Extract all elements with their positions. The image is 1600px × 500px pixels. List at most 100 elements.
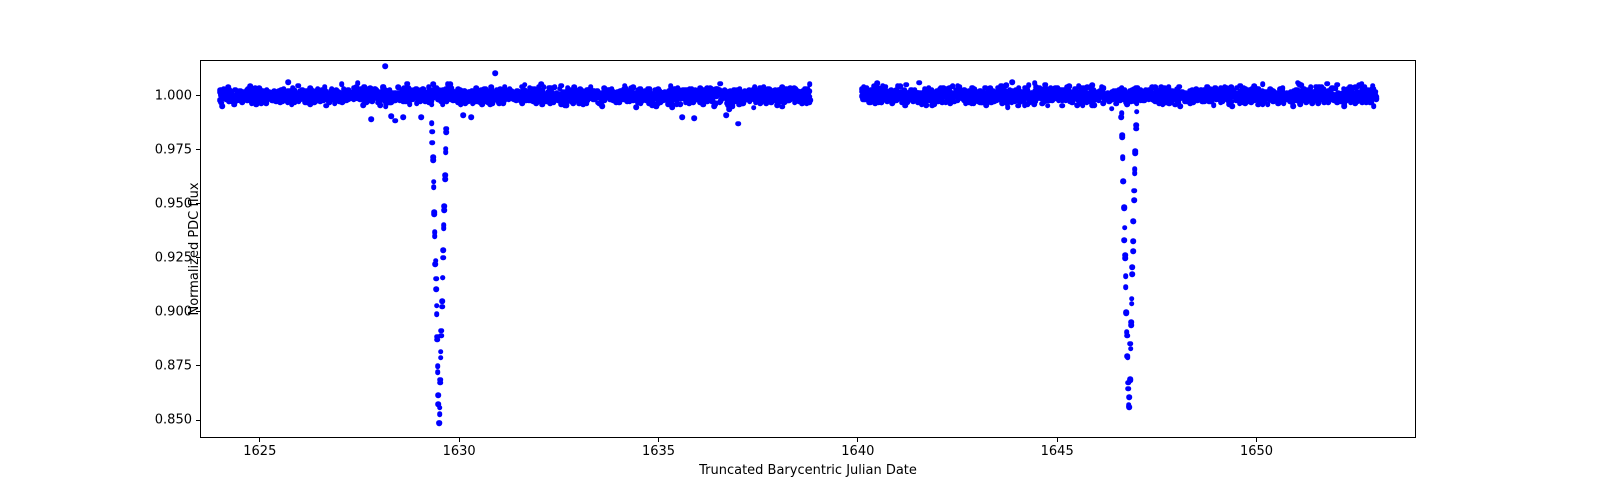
xtick-mark xyxy=(857,438,858,442)
data-point xyxy=(1211,102,1217,108)
data-point xyxy=(437,411,443,417)
data-point xyxy=(1122,225,1128,231)
data-point xyxy=(1010,80,1016,86)
data-point xyxy=(429,102,435,108)
xtick-mark xyxy=(1256,438,1257,442)
data-point xyxy=(1124,333,1130,339)
data-point xyxy=(440,255,446,261)
data-point xyxy=(438,349,444,355)
data-point xyxy=(1290,104,1296,110)
data-point xyxy=(442,203,448,209)
data-point xyxy=(430,129,436,135)
data-point xyxy=(428,89,434,95)
data-point xyxy=(434,312,440,318)
data-point xyxy=(1119,133,1125,139)
data-point xyxy=(393,118,399,124)
data-point xyxy=(1118,88,1124,94)
xtick-mark xyxy=(259,438,260,442)
data-point xyxy=(751,105,757,111)
data-point xyxy=(1129,271,1135,277)
data-point xyxy=(1121,206,1127,212)
data-point xyxy=(1373,96,1379,102)
ytick-label: 1.000 xyxy=(155,88,192,103)
data-point xyxy=(430,140,436,146)
xtick-label: 1635 xyxy=(642,444,675,459)
data-point xyxy=(1133,151,1139,157)
data-point xyxy=(468,115,474,121)
data-point xyxy=(430,157,436,163)
data-point xyxy=(418,115,424,121)
data-point xyxy=(433,258,439,264)
xtick-mark xyxy=(658,438,659,442)
data-point xyxy=(401,115,407,121)
data-point xyxy=(1127,394,1133,400)
data-point xyxy=(220,103,226,109)
data-point xyxy=(917,80,923,86)
data-point xyxy=(1132,166,1138,172)
xtick-label: 1625 xyxy=(243,444,276,459)
axes xyxy=(200,60,1416,438)
ytick-label: 0.850 xyxy=(155,413,192,428)
xtick-mark xyxy=(1057,438,1058,442)
plot-area xyxy=(200,60,1416,438)
data-point xyxy=(433,286,439,292)
data-point xyxy=(433,276,439,282)
data-point xyxy=(1123,309,1129,315)
data-point xyxy=(558,83,564,89)
data-point xyxy=(1109,106,1115,112)
data-point xyxy=(438,355,444,361)
data-point xyxy=(439,304,445,310)
xtick-label: 1645 xyxy=(1041,444,1074,459)
ytick-mark xyxy=(196,365,200,366)
data-point xyxy=(1130,238,1136,244)
data-point xyxy=(439,333,445,339)
data-point xyxy=(369,117,375,123)
data-point xyxy=(1122,238,1128,244)
data-point xyxy=(807,82,813,88)
xtick-mark xyxy=(459,438,460,442)
data-point xyxy=(735,121,741,127)
data-point xyxy=(1229,104,1235,110)
data-point xyxy=(439,298,445,304)
data-point xyxy=(807,94,813,100)
data-point xyxy=(1126,404,1132,410)
data-point xyxy=(1177,104,1183,110)
ytick-label: 0.875 xyxy=(155,358,192,373)
data-point xyxy=(286,79,292,85)
figure: 162516301635164016451650 0.8500.8750.900… xyxy=(0,0,1600,500)
data-point xyxy=(1341,104,1347,110)
data-point xyxy=(1134,100,1140,106)
data-point xyxy=(436,392,442,398)
data-point xyxy=(437,380,443,386)
data-point xyxy=(1127,378,1133,384)
data-point xyxy=(1128,341,1134,347)
data-point xyxy=(1128,346,1134,352)
xtick-label: 1650 xyxy=(1240,444,1273,459)
data-point xyxy=(1123,285,1129,291)
data-point xyxy=(429,120,435,126)
data-point xyxy=(1118,97,1124,103)
data-point xyxy=(442,173,448,179)
y-axis-label: Normalized PDC flux xyxy=(187,182,202,315)
data-point xyxy=(723,112,729,118)
data-point xyxy=(460,112,466,118)
data-point xyxy=(1131,188,1137,194)
ytick-mark xyxy=(196,420,200,421)
ytick-mark xyxy=(196,95,200,96)
data-point xyxy=(1026,83,1032,89)
data-point xyxy=(435,369,441,375)
data-point xyxy=(441,222,447,228)
data-point xyxy=(383,64,389,70)
data-point xyxy=(1130,248,1136,254)
data-point xyxy=(599,103,605,109)
ytick-label: 0.975 xyxy=(155,142,192,157)
data-point xyxy=(1334,82,1340,88)
data-point xyxy=(1260,81,1266,87)
data-point xyxy=(1125,355,1131,361)
data-point xyxy=(1131,197,1137,203)
data-point xyxy=(1091,102,1097,108)
ytick-mark xyxy=(196,149,200,150)
data-point xyxy=(444,98,450,104)
data-point xyxy=(717,81,723,87)
data-point xyxy=(431,211,437,217)
